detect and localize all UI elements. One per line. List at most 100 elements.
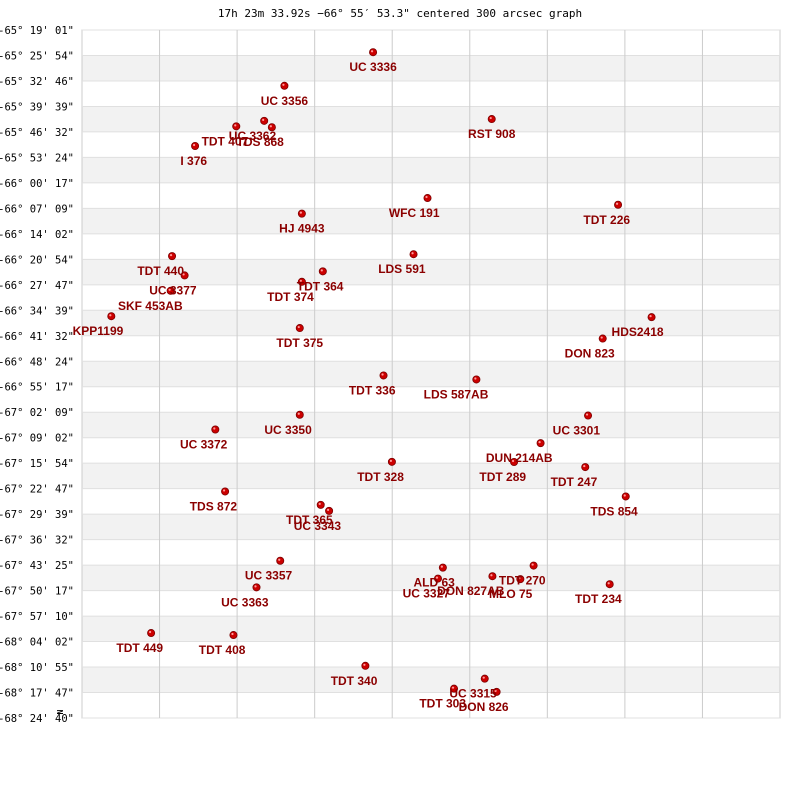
star-marker-highlight — [297, 325, 300, 329]
y-tick-label: -67° 50' 17" — [0, 586, 74, 598]
y-tick-label: -67° 36' 32" — [0, 535, 74, 547]
background-band — [82, 463, 780, 489]
star-label: UC 3343 — [294, 519, 342, 533]
star-label: WFC 191 — [389, 206, 440, 220]
star-label: TDT 270 — [499, 574, 546, 588]
star-marker — [379, 371, 388, 380]
star-label: TDT 234 — [575, 592, 622, 606]
star-label: UC 3362 — [229, 129, 277, 143]
star-label: SKF 453AB — [118, 299, 183, 313]
star-label: UC 3357 — [245, 569, 293, 583]
star-marker-highlight — [511, 459, 515, 463]
background-band — [82, 616, 780, 642]
star-marker-highlight — [435, 576, 439, 579]
star-label: UC 3336 — [349, 60, 397, 74]
star-marker — [232, 122, 241, 131]
star-marker-highlight — [531, 563, 534, 566]
star-marker — [267, 123, 276, 132]
star-marker — [423, 194, 432, 203]
star-marker — [450, 684, 459, 693]
star-label: DUN 214AB — [486, 451, 553, 465]
star-marker — [438, 563, 447, 572]
y-tick-label: -67° 15' 54" — [0, 458, 74, 470]
star-label: TDS 868 — [236, 135, 284, 149]
star-label: TDT 449 — [116, 641, 163, 655]
star-marker-highlight — [518, 577, 521, 580]
star-marker-highlight — [299, 279, 302, 282]
star-marker — [369, 48, 378, 57]
grid-lines — [81, 29, 781, 719]
star-marker — [433, 574, 442, 583]
y-tick-label: -68° 04' 02" — [0, 637, 74, 649]
star-marker-highlight — [222, 489, 226, 492]
star-marker-highlight — [615, 202, 619, 205]
y-tick-label: -68° 10' 55" — [0, 662, 74, 674]
background-band — [82, 310, 780, 336]
star-marker — [361, 661, 370, 670]
y-tick-label: -67° 22' 47" — [0, 484, 74, 496]
y-tick-label: -66° 00' 17" — [0, 178, 74, 190]
star-label: MLO 75 — [489, 587, 533, 601]
star-marker-highlight — [490, 574, 493, 577]
star-label: TDT 336 — [349, 383, 396, 397]
star-label: DON 827AB — [437, 584, 505, 598]
star-marker-highlight — [389, 459, 393, 462]
star-marker — [276, 556, 285, 565]
star-marker — [297, 209, 306, 218]
star-label: KPP1199 — [73, 324, 124, 338]
star-marker — [480, 674, 489, 683]
star-marker-highlight — [282, 83, 285, 86]
background-band — [82, 208, 780, 234]
star-marker-highlight — [269, 125, 272, 128]
background-band — [82, 106, 780, 132]
star-label: UC 3327 — [403, 587, 451, 601]
star-marker — [409, 250, 418, 259]
star-marker — [166, 286, 175, 295]
star-marker — [107, 312, 116, 321]
star-marker-highlight — [482, 676, 485, 679]
y-tick-label: -68° 17' 47" — [0, 688, 74, 700]
star-label: HDS2418 — [612, 325, 664, 339]
star-label: UC 3301 — [553, 424, 601, 438]
y-tick-label: -67° 29' 39" — [0, 509, 74, 521]
star-label: UC 3377 — [149, 283, 197, 297]
y-tick-label: -66° 34' 39" — [0, 305, 74, 317]
star-marker-highlight — [168, 288, 171, 291]
star-marker-highlight — [109, 314, 112, 317]
star-marker — [516, 575, 525, 584]
star-marker-highlight — [451, 686, 455, 689]
star-label: UC 3372 — [180, 438, 228, 452]
star-marker-highlight — [474, 377, 477, 380]
background-bands — [82, 55, 780, 693]
star-marker — [180, 271, 189, 280]
star-label: TDT 364 — [297, 279, 344, 293]
background-band — [82, 55, 780, 81]
star-marker-highlight — [169, 254, 173, 257]
star-marker — [614, 200, 623, 209]
star-marker-highlight — [231, 632, 234, 636]
star-marker-highlight — [254, 585, 257, 588]
star-marker-highlight — [583, 464, 586, 468]
star-marker — [147, 629, 156, 638]
star-marker — [387, 457, 396, 466]
star-marker — [252, 583, 261, 592]
y-tick-label: -66° 14' 02" — [0, 229, 74, 241]
star-label: LDS 591 — [378, 262, 426, 276]
star-marker — [598, 334, 607, 343]
background-band — [82, 361, 780, 387]
star-marker-highlight — [585, 413, 589, 416]
background-band — [82, 259, 780, 285]
star-label: UC 3363 — [221, 595, 269, 609]
star-marker-highlight — [649, 315, 652, 318]
star-marker-highlight — [262, 118, 265, 121]
y-tick-label: -65° 32' 46" — [0, 76, 74, 88]
star-marker — [318, 267, 327, 276]
background-band — [82, 157, 780, 183]
star-label: UC 3356 — [261, 94, 309, 108]
y-tick-label: -67° 43' 25" — [0, 560, 74, 572]
y-tick-label: -67° 09' 02" — [0, 433, 74, 445]
star-label: RST 908 — [468, 127, 516, 141]
star-marker-highlight — [440, 565, 443, 568]
y-tick-label: -65° 46' 32" — [0, 127, 74, 139]
